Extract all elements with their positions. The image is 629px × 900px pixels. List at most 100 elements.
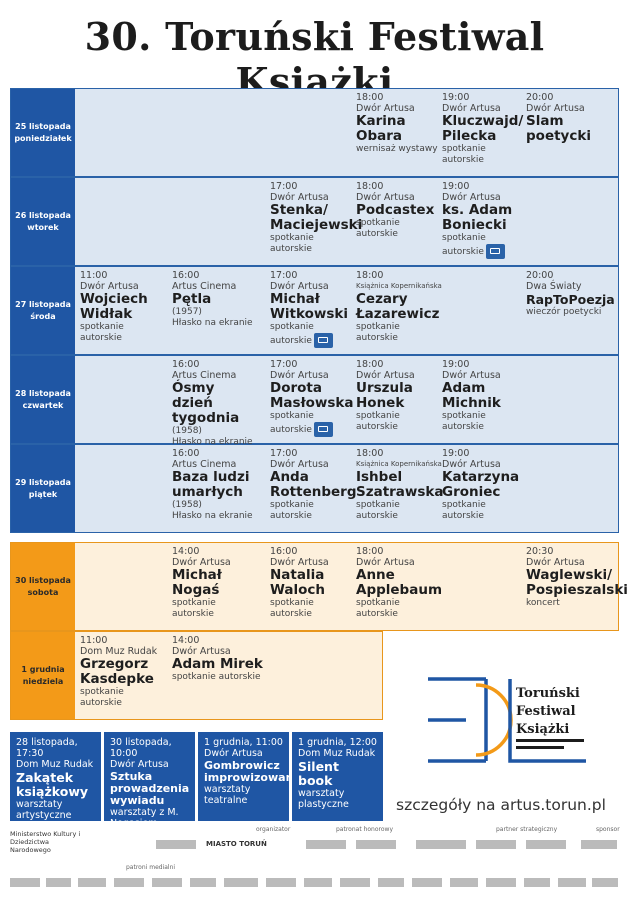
event[interactable]: 18:00 Dwór Artusa Karina Obara wernisaż wys… xyxy=(356,92,442,155)
day-label: 26 listopada wtorek xyxy=(11,178,75,265)
festival-logo: Toruński Festiwal Książki xyxy=(428,677,586,763)
media-label: patroni medialni xyxy=(126,864,176,871)
event-desc: spotkanie autorskie xyxy=(270,500,314,521)
workshop-desc: warsztaty z M. Nogasiem xyxy=(110,807,179,829)
event[interactable]: 14:00 Dwór Artusa Adam Mirek spotkanie auto… xyxy=(172,635,292,683)
sponsor-logo xyxy=(190,878,216,887)
workshop-venue: Dwór Artusa xyxy=(204,748,263,759)
event-name: Natalia Waloch xyxy=(270,567,326,598)
sponsor-logo xyxy=(526,840,566,849)
event-venue: Dwór Artusa xyxy=(172,557,231,568)
event-year: (1957) xyxy=(172,307,202,317)
event-desc-text: spotkanie autorskie xyxy=(270,322,314,346)
event[interactable]: 19:00 Dwór Artusa Kluczwajd/ Pilecka spotka… xyxy=(442,92,528,165)
event[interactable]: 14:00 Dwór Artusa Michał Nogaś spotkanie au… xyxy=(172,546,258,619)
day-weekday: piątek xyxy=(28,489,58,499)
event-time: 20:30 xyxy=(526,546,554,557)
event[interactable]: 16:00 Artus Cinema Ósmy dzień tygodnia (195… xyxy=(172,359,258,448)
city-logo: MIASTO TORUŃ xyxy=(206,840,267,848)
event-time: 19:00 xyxy=(442,181,470,192)
event-name: Ishbel Szatrawska xyxy=(356,469,444,500)
event-time: 18:00 xyxy=(356,92,384,103)
sponsor-logo xyxy=(581,840,617,849)
event-name: Michał Witkowski xyxy=(270,291,348,322)
event-name: Baza ludzi umarłych xyxy=(172,469,250,500)
event-venue: Książnica Kopernikańska xyxy=(356,282,442,290)
workshop-name: Silent book xyxy=(298,759,339,788)
workshop-when: 30 listopada, 10:00 xyxy=(110,737,172,759)
workshop-card[interactable]: 1 grudnia, 12:00 Dom Muz Rudak Silent book… xyxy=(292,732,383,821)
event[interactable]: 18:00 Książnica Kopernikańska Ishbel Szatr… xyxy=(356,448,444,521)
event-venue: Dwór Artusa xyxy=(442,459,501,470)
event-time: 17:00 xyxy=(270,448,298,459)
event[interactable]: 17:00 Dwór Artusa Michał Witkowski spotkani… xyxy=(270,270,356,348)
event-desc: spotkanie autorskie xyxy=(356,411,400,432)
event[interactable]: 19:00 Dwór Artusa Adam Michnik spotkanie au… xyxy=(442,359,528,432)
workshop-desc: warsztaty plastyczne xyxy=(298,788,349,810)
event-desc: Hłasko na ekranie xyxy=(172,318,253,328)
event-time: 17:00 xyxy=(270,359,298,370)
event[interactable]: 11:00 Dwór Artusa Wojciech Widłak spotkanie… xyxy=(80,270,166,343)
event-venue: Książnica Kopernikańska xyxy=(356,460,442,468)
event-time: 18:00 xyxy=(356,181,384,192)
event[interactable]: 19:00 Dwór Artusa ks. Adam Boniecki spotkan… xyxy=(442,181,528,259)
workshop-name: Zakątek książkowy xyxy=(16,770,89,799)
event-name: Kluczwajd/ Pilecka xyxy=(442,113,524,144)
event-venue: Artus Cinema xyxy=(172,459,237,470)
event[interactable]: 16:00 Dwór Artusa Natalia Waloch spotkanie … xyxy=(270,546,356,619)
event[interactable]: 18:00 Dwór Artusa Podcastex spotkanie autor… xyxy=(356,181,442,239)
event[interactable]: 18:00 Dwór Artusa Urszula Honek spotkanie a… xyxy=(356,359,442,432)
event-desc: spotkanie autorskie xyxy=(356,500,400,521)
event[interactable]: 16:00 Artus Cinema Baza ludzi umarłych (195… xyxy=(172,448,258,522)
details-link[interactable]: szczegóły na artus.torun.pl xyxy=(396,796,606,814)
event-desc: spotkanie autorskie xyxy=(270,411,340,437)
sponsor-logo xyxy=(416,840,466,849)
event-time: 19:00 xyxy=(442,359,470,370)
event-name: Wojciech Widłak xyxy=(80,291,148,322)
event-desc: spotkanie autorskie xyxy=(172,672,261,682)
event[interactable]: 18:00 Dwór Artusa Anne Applebaum spotkanie … xyxy=(356,546,442,619)
workshop-card[interactable]: 1 grudnia, 11:00 Dwór Artusa Gombrowicz im… xyxy=(198,732,301,821)
event[interactable]: 17:00 Dwór Artusa Anda Rottenberg spotkanie… xyxy=(270,448,356,521)
event-time: 16:00 xyxy=(172,270,200,281)
event-name: Grzegorz Kasdepke xyxy=(80,656,154,687)
sponsor-logo xyxy=(592,878,618,887)
event-time: 17:00 xyxy=(270,270,298,281)
event[interactable]: 16:00 Artus Cinema Pętla (1957) Hłasko na ek… xyxy=(172,270,258,329)
sponsor-logo xyxy=(378,878,404,887)
event-venue: Dwór Artusa xyxy=(270,459,329,470)
event-name: Michał Nogaś xyxy=(172,567,222,598)
logo-line3: Książki xyxy=(516,722,569,737)
event[interactable]: 20:30 Dwór Artusa Waglewski/ Pospieszalski… xyxy=(526,546,628,609)
event-desc: spotkanie autorskie xyxy=(80,687,124,708)
event[interactable]: 19:00 Dwór Artusa Katarzyna Groniec spotkan… xyxy=(442,448,528,521)
event-time: 18:00 xyxy=(356,270,384,281)
event-venue: Dwór Artusa xyxy=(442,370,501,381)
event-name: ks. Adam Boniecki xyxy=(442,202,513,233)
day-date: 1 grudnia xyxy=(21,664,65,674)
day-date: 26 listopada xyxy=(15,210,71,220)
event[interactable]: 17:00 Dwór Artusa Stenka/ Maciejewski spotk… xyxy=(270,181,362,254)
day-label: 27 listopada środa xyxy=(11,267,75,354)
workshop-card[interactable]: 30 listopada, 10:00 Dwór Artusa Sztuka pro… xyxy=(104,732,195,829)
day-row-27: 27 listopada środa 11:00 Dwór Artusa Wojcie… xyxy=(10,266,619,355)
event-venue: Dwór Artusa xyxy=(526,103,585,114)
event-venue: Dwór Artusa xyxy=(172,646,231,657)
event[interactable]: 20:00 Dwa Światy RapToPoezja wieczór poetyc… xyxy=(526,270,618,318)
event-desc: spotkanie autorskie xyxy=(270,233,314,254)
sponsor-logo xyxy=(78,878,106,887)
day-weekday: poniedziałek xyxy=(14,133,72,143)
event-desc: spotkanie autorskie xyxy=(356,218,400,239)
day-weekday: wtorek xyxy=(27,222,59,232)
sponsor-logo xyxy=(114,878,144,887)
event[interactable]: 20:00 Dwór Artusa Slam poetycki xyxy=(526,92,612,144)
event-name: Anne Applebaum xyxy=(356,567,443,598)
event[interactable]: 18:00 Książnica Kopernikańska Cezary Łazar… xyxy=(356,270,442,343)
workshop-desc: warsztaty teatralne xyxy=(204,784,251,806)
event[interactable]: 11:00 Dom Muz Rudak Grzegorz Kasdepke spotk… xyxy=(80,635,166,708)
workshop-venue: Dwór Artusa xyxy=(110,759,169,770)
workshop-card[interactable]: 28 listopada, 17:30 Dom Muz Rudak Zakątek … xyxy=(10,732,101,821)
event-desc: wernisaż wystawy xyxy=(356,144,438,154)
event[interactable]: 17:00 Dwór Artusa Dorota Masłowska spotkani… xyxy=(270,359,356,437)
event-time: 17:00 xyxy=(270,181,298,192)
